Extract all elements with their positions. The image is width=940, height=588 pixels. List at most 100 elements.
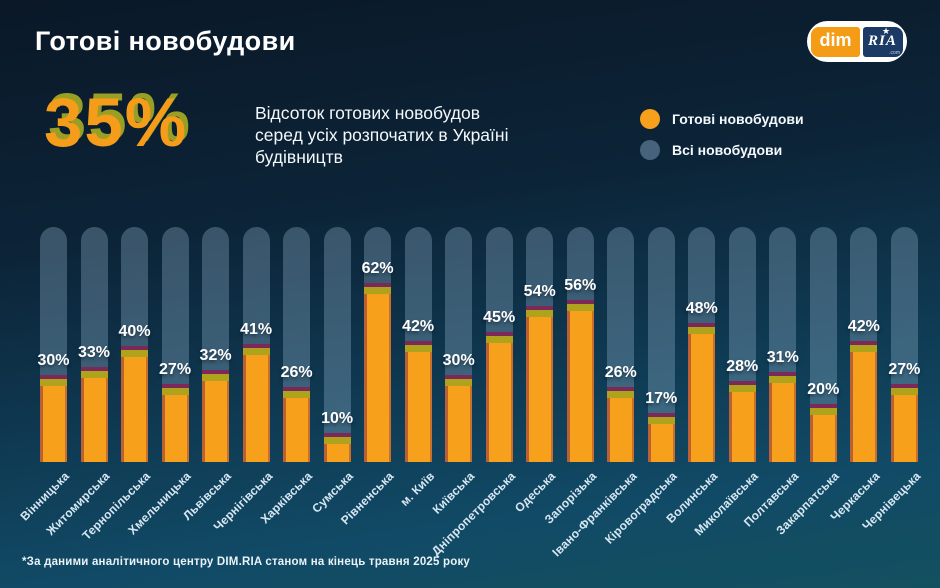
bar-cap-olive [566, 304, 594, 311]
page-title: Готові новобудови [35, 26, 296, 56]
bar-cap-olive [323, 437, 351, 444]
bar-cap-magenta [283, 387, 311, 391]
bar-cap-olive [202, 374, 230, 381]
ready-buildings-bar [566, 300, 594, 462]
bar-value-label: 33% [78, 344, 111, 361]
ready-buildings-bar [202, 370, 230, 462]
bar-cap-magenta [728, 381, 756, 385]
bar-value-label: 56% [564, 277, 597, 294]
bar-cap-magenta [161, 384, 189, 388]
chart-column: 56% Запорізька [541, 227, 599, 527]
chart-column: 20% Закарпатська [774, 227, 842, 538]
stat-description: Відсоток готових новобудов серед усіх ро… [255, 102, 508, 168]
bar-value-label: 27% [159, 361, 192, 378]
bar-value-label: 62% [361, 260, 394, 277]
highlight-stat: 35% 35% [44, 83, 190, 157]
dim-logo-box: dim [811, 26, 860, 57]
bar-cap-magenta [121, 346, 149, 350]
bar-cap-magenta [850, 341, 878, 345]
bar-cap-magenta [80, 367, 108, 371]
bar-cap-magenta [364, 283, 392, 287]
chart-column: 45% Дніпропетровська [429, 227, 518, 558]
ready-buildings-bar [688, 323, 716, 462]
category-label: м. Київ [397, 469, 438, 509]
ready-buildings-bar [121, 346, 149, 462]
bar-cap-magenta [809, 404, 837, 408]
legend-item-all: Всі новобудови [640, 139, 804, 160]
bar-chart: 30% Вінницька 33% Житомирська 40% Тернопільсь… [18, 227, 923, 559]
chart-column: 42% м. Київ [397, 227, 437, 509]
bar-cap-olive [688, 327, 716, 334]
bar-cap-olive [40, 379, 67, 386]
legend-dot-ready [640, 108, 660, 129]
ready-buildings-bar [283, 387, 311, 462]
bar-cap-magenta [769, 372, 797, 376]
chart-column: 33% Житомирська [44, 227, 113, 538]
bar-cap-magenta [566, 300, 594, 304]
chart-column: 27% Чернівецька [859, 227, 923, 533]
ready-buildings-bar [485, 332, 513, 462]
bar-value-label: 10% [321, 410, 354, 427]
bar-cap-olive [364, 287, 392, 294]
bar-value-label: 31% [766, 349, 799, 366]
chart-column: 62% Рівненська [338, 227, 397, 527]
chart-column: 10% Сумська [309, 227, 356, 516]
chart-column: 42% Черкаська [828, 227, 883, 524]
ready-buildings-bar [323, 433, 351, 462]
legend-item-ready: Готові новобудови [640, 108, 804, 129]
bar-value-label: 17% [645, 390, 678, 407]
bar-cap-olive [526, 310, 554, 317]
bar-cap-magenta [526, 306, 554, 310]
bar-cap-magenta [890, 384, 918, 388]
legend-dot-all [640, 139, 660, 160]
ready-buildings-bar [404, 341, 432, 462]
chart-column: 54% Одеська [512, 227, 559, 515]
ready-buildings-bar [769, 372, 797, 462]
chart-column: 41% Чернігівська [210, 227, 275, 534]
bar-cap-olive [404, 345, 432, 352]
stat-description-line: серед усіх розпочатих в Україні [255, 125, 509, 145]
bar-value-label: 32% [199, 347, 232, 364]
chart-column: 27% Хмельницька [125, 227, 194, 537]
bar-cap-olive [80, 371, 108, 378]
chart-column: 30% Вінницька [18, 227, 72, 524]
ready-buildings-bar [607, 387, 635, 462]
chart-column: 26% Івано-Франківська [549, 227, 640, 559]
chart-legend: Готові новобудови Всі новобудови [640, 108, 804, 160]
bar-cap-olive [607, 391, 635, 398]
bar-value-label: 26% [604, 364, 637, 381]
ria-logo-box: ★ RIA .com [863, 26, 903, 57]
bar-cap-magenta [40, 375, 67, 379]
bar-cap-olive [445, 379, 473, 386]
bar-cap-magenta [445, 375, 473, 379]
legend-label-ready: Готові новобудови [672, 110, 804, 127]
bar-cap-magenta [647, 413, 675, 417]
bar-cap-magenta [404, 341, 432, 345]
bar-value-label: 20% [807, 381, 840, 398]
bar-value-label: 30% [37, 352, 70, 369]
dim-ria-logo: dim ★ RIA .com [807, 21, 907, 62]
bar-cap-olive [728, 385, 756, 392]
chart-column: 31% Полтавська [741, 227, 802, 530]
bar-cap-magenta [485, 332, 513, 336]
ready-buildings-bar [445, 375, 473, 462]
bar-cap-olive [647, 417, 675, 424]
bar-cap-olive [283, 391, 311, 398]
bar-cap-olive [161, 388, 189, 395]
chart-column: 26% Харківська [258, 227, 315, 526]
bar-value-label: 42% [402, 318, 435, 335]
bar-cap-olive [242, 348, 270, 355]
ready-buildings-bar [80, 367, 108, 462]
ria-logo-text: RIA [868, 32, 897, 49]
bar-cap-olive [769, 376, 797, 383]
bar-value-label: 26% [280, 364, 313, 381]
bar-cap-magenta [688, 323, 716, 327]
bar-value-label: 54% [523, 283, 556, 300]
stat-value: 35% [44, 84, 189, 161]
ready-buildings-bar [809, 404, 837, 462]
ready-buildings-bar [40, 375, 67, 462]
footnote: *За даними аналітичного центру DIM.RIA с… [22, 556, 471, 568]
bar-value-label: 48% [685, 300, 718, 317]
bar-value-label: 28% [726, 358, 759, 375]
